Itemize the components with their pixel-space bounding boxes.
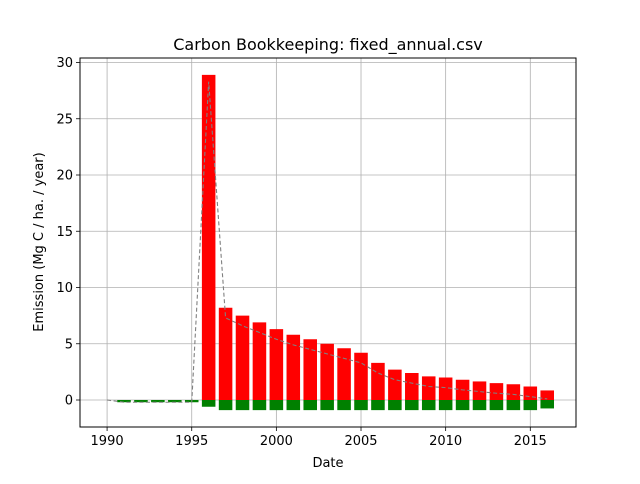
emission-bar xyxy=(523,386,538,400)
emission-bar xyxy=(506,384,521,400)
emission-bar xyxy=(405,373,419,400)
uptake-bar xyxy=(405,400,419,411)
y-axis-label: Emission (Mg C / ha. / year) xyxy=(32,152,47,331)
uptake-bar xyxy=(117,400,131,403)
uptake-bar xyxy=(235,400,250,411)
x-axis-label: Date xyxy=(312,456,343,471)
uptake-bar xyxy=(286,400,301,411)
y-tick-label: 10 xyxy=(56,281,73,296)
plot-frame xyxy=(79,57,577,428)
uptake-bar xyxy=(134,400,148,403)
uptake-bar xyxy=(523,400,538,411)
y-tick-label: 0 xyxy=(65,394,73,409)
uptake-bar xyxy=(201,400,216,407)
uptake-bar xyxy=(337,400,351,411)
uptake-bar xyxy=(252,400,267,411)
y-tick-label: 30 xyxy=(56,56,73,71)
chart-title: Carbon Bookkeeping: fixed_annual.csv xyxy=(173,35,483,55)
emission-bar xyxy=(337,348,351,400)
uptake-bar xyxy=(438,400,453,411)
emission-bar xyxy=(320,343,334,400)
emission-bar xyxy=(303,339,317,400)
net-line-layer xyxy=(107,81,548,403)
uptake-bar xyxy=(168,400,182,403)
emission-bar xyxy=(438,377,453,400)
emission-bar xyxy=(388,369,402,400)
emission-bar xyxy=(421,376,436,400)
uptake-bar xyxy=(472,400,487,411)
y-tick-label: 15 xyxy=(56,225,73,240)
x-tick-label: 1995 xyxy=(175,434,208,449)
emission-bar xyxy=(252,322,267,400)
y-tick-label: 20 xyxy=(56,169,73,184)
emission-bar xyxy=(201,74,216,400)
emission-bar xyxy=(286,334,301,400)
x-tick-label: 2005 xyxy=(344,434,377,449)
emission-bar xyxy=(540,390,554,400)
emission-bar xyxy=(489,383,504,400)
y-tick-label: 5 xyxy=(65,337,73,352)
net-emission-line xyxy=(107,81,548,403)
uptake-bar xyxy=(354,400,368,411)
uptake-bar xyxy=(320,400,334,411)
x-tick-label: 2010 xyxy=(429,434,462,449)
emission-bar xyxy=(235,315,250,400)
emission-bar xyxy=(269,329,284,400)
x-tick-label: 1990 xyxy=(91,434,124,449)
uptake-bar xyxy=(371,400,385,411)
x-tick-label: 2000 xyxy=(260,434,293,449)
x-tick-label: 2015 xyxy=(514,434,547,449)
emission-bar xyxy=(218,307,233,400)
uptake-bar xyxy=(151,400,165,403)
ticks-layer: 1990 1995 2000 2005 2010 2015 0 5 10 15 20 25 30 xyxy=(56,56,546,449)
uptake-bar xyxy=(269,400,284,411)
y-tick-label: 25 xyxy=(56,112,73,127)
uptake-bar xyxy=(388,400,402,411)
uptake-bar xyxy=(455,400,470,411)
uptake-bar xyxy=(218,400,233,411)
uptake-bar xyxy=(421,400,436,411)
uptake-bar xyxy=(540,400,554,409)
uptake-bar xyxy=(506,400,521,411)
emission-bar xyxy=(472,381,487,400)
uptake-bar xyxy=(489,400,504,411)
emission-bar xyxy=(371,362,385,400)
emission-bar xyxy=(354,352,368,400)
uptake-bar xyxy=(303,400,317,411)
